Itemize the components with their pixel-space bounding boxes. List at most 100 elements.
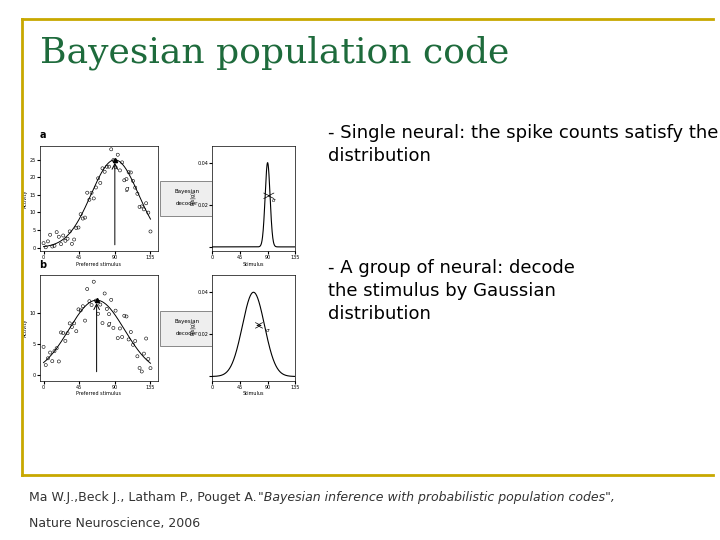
Point xyxy=(96,319,108,327)
Point xyxy=(130,337,141,346)
Y-axis label: Activity: Activity xyxy=(23,319,28,338)
Point xyxy=(55,240,67,248)
Text: - A group of neural: decode
the stimulus by Gaussian
distribution: - A group of neural: decode the stimulus… xyxy=(328,259,575,323)
Text: decoder: decoder xyxy=(176,201,199,206)
Text: Nature Neuroscience, 2006: Nature Neuroscience, 2006 xyxy=(29,517,200,530)
Text: b: b xyxy=(40,260,47,270)
Point xyxy=(77,214,89,223)
Point xyxy=(88,278,99,286)
Point xyxy=(110,306,122,315)
Point xyxy=(92,174,104,183)
Point xyxy=(123,335,135,344)
Point xyxy=(66,240,78,248)
Point xyxy=(114,166,126,175)
Point xyxy=(143,208,154,217)
Point xyxy=(121,312,132,321)
Text: $g$: $g$ xyxy=(125,185,130,193)
Point xyxy=(101,163,112,171)
Point xyxy=(94,179,106,187)
Point xyxy=(134,363,145,372)
Text: Bayesian population code: Bayesian population code xyxy=(40,35,509,70)
Point xyxy=(40,243,52,252)
Point xyxy=(127,177,139,185)
Point xyxy=(125,328,137,336)
Point xyxy=(99,289,110,298)
Point xyxy=(47,357,58,366)
Point xyxy=(81,188,93,197)
Point xyxy=(117,158,128,167)
Point xyxy=(77,302,89,310)
Point xyxy=(75,306,86,315)
Point xyxy=(119,312,130,320)
Point xyxy=(107,156,119,164)
X-axis label: Preferred stimulus: Preferred stimulus xyxy=(76,262,122,267)
Point xyxy=(110,163,122,172)
Point xyxy=(62,329,73,338)
Point xyxy=(145,227,156,236)
Point xyxy=(84,195,95,204)
Text: $\sigma$: $\sigma$ xyxy=(271,197,276,204)
Text: a: a xyxy=(40,130,46,140)
Point xyxy=(81,285,93,293)
Point xyxy=(47,242,58,251)
Point xyxy=(130,183,141,192)
Point xyxy=(49,347,60,355)
Point xyxy=(140,334,152,343)
Point xyxy=(40,361,52,369)
Point xyxy=(68,319,80,328)
Point xyxy=(58,329,69,338)
Y-axis label: Activity: Activity xyxy=(23,189,28,208)
Point xyxy=(45,231,56,239)
Point xyxy=(71,224,82,232)
Point xyxy=(64,227,76,236)
Point xyxy=(55,328,67,337)
Point xyxy=(127,341,139,349)
Point xyxy=(145,364,156,373)
Point xyxy=(112,151,124,159)
FancyBboxPatch shape xyxy=(160,181,215,216)
Text: Bayesian: Bayesian xyxy=(175,319,199,324)
Point xyxy=(103,163,114,171)
Point xyxy=(114,324,126,333)
Point xyxy=(143,355,154,363)
Point xyxy=(51,228,63,237)
Point xyxy=(140,199,152,207)
Point xyxy=(138,349,150,358)
Point xyxy=(112,334,124,342)
Point xyxy=(86,188,97,197)
X-axis label: Stimulus: Stimulus xyxy=(243,392,264,396)
Point xyxy=(73,305,84,314)
Point xyxy=(92,309,104,318)
Point xyxy=(60,336,71,345)
Point xyxy=(51,344,63,353)
X-axis label: Stimulus: Stimulus xyxy=(243,262,264,267)
Point xyxy=(88,194,99,202)
Point xyxy=(86,301,97,309)
Point xyxy=(136,367,148,376)
Text: Bayesian: Bayesian xyxy=(175,190,199,194)
Point xyxy=(38,239,49,247)
Point xyxy=(79,316,91,325)
Point xyxy=(94,300,106,309)
Point xyxy=(96,164,108,173)
Text: $\sigma$: $\sigma$ xyxy=(265,327,271,334)
Point xyxy=(107,323,119,332)
Point xyxy=(64,319,76,328)
Text: - Single neural: the spike counts satisfy the Poisson
distribution: - Single neural: the spike counts satisf… xyxy=(328,124,720,165)
Point xyxy=(132,190,143,198)
Point xyxy=(103,310,114,319)
Point xyxy=(79,213,91,222)
Point xyxy=(132,352,143,361)
Point xyxy=(101,305,112,313)
Text: "Bayesian inference with probabilistic population codes",: "Bayesian inference with probabilistic p… xyxy=(258,491,615,504)
X-axis label: Preferred stimulus: Preferred stimulus xyxy=(76,392,122,396)
Point xyxy=(123,168,135,177)
Point xyxy=(121,175,132,184)
Point xyxy=(42,237,54,246)
Point xyxy=(45,348,56,357)
Point xyxy=(66,322,78,331)
Point xyxy=(60,237,71,245)
Point xyxy=(119,176,130,185)
Point xyxy=(136,202,148,211)
Point xyxy=(105,145,117,153)
